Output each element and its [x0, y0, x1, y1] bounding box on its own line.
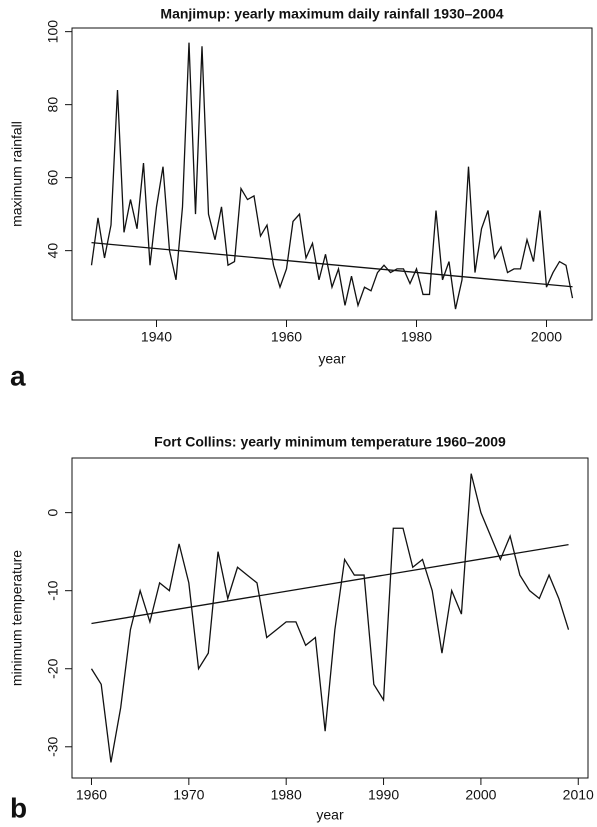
chart-title: Fort Collins: yearly minimum temperature…: [154, 434, 506, 450]
x-tick-label: 2000: [465, 787, 496, 803]
x-tick-label: 1980: [271, 787, 302, 803]
x-tick-label: 1960: [76, 787, 107, 803]
y-tick-label: -20: [45, 658, 61, 678]
chart-title: Manjimup: yearly maximum daily rainfall …: [160, 6, 503, 22]
y-tick-label: 80: [45, 97, 61, 113]
y-tick-label: 100: [45, 20, 61, 44]
y-tick-label: -10: [45, 580, 61, 600]
y-tick-label: 60: [45, 170, 61, 186]
y-axis-label: minimum temperature: [9, 550, 25, 686]
x-axis-label: year: [318, 351, 346, 367]
panel-label: a: [10, 360, 26, 391]
x-tick-label: 1990: [368, 787, 399, 803]
x-tick-label: 1980: [401, 329, 432, 345]
plot-frame: [71, 27, 593, 321]
y-tick-label: -30: [45, 736, 61, 756]
x-tick-label: 2010: [563, 787, 594, 803]
panel-label: b: [10, 792, 27, 823]
data-line: [90, 42, 574, 310]
trend-line: [91, 543, 569, 625]
x-tick-label: 1940: [141, 329, 172, 345]
x-tick-label: 1960: [271, 329, 302, 345]
data-line: [90, 473, 570, 763]
y-tick-label: 40: [45, 243, 61, 259]
y-tick-label: 0: [45, 509, 61, 517]
x-tick-label: 1970: [173, 787, 204, 803]
x-tick-label: 2000: [531, 329, 562, 345]
plot-frame: [71, 457, 589, 779]
x-axis-label: year: [316, 807, 344, 823]
y-axis-label: maximum rainfall: [9, 121, 25, 227]
trend-line: [91, 241, 573, 288]
